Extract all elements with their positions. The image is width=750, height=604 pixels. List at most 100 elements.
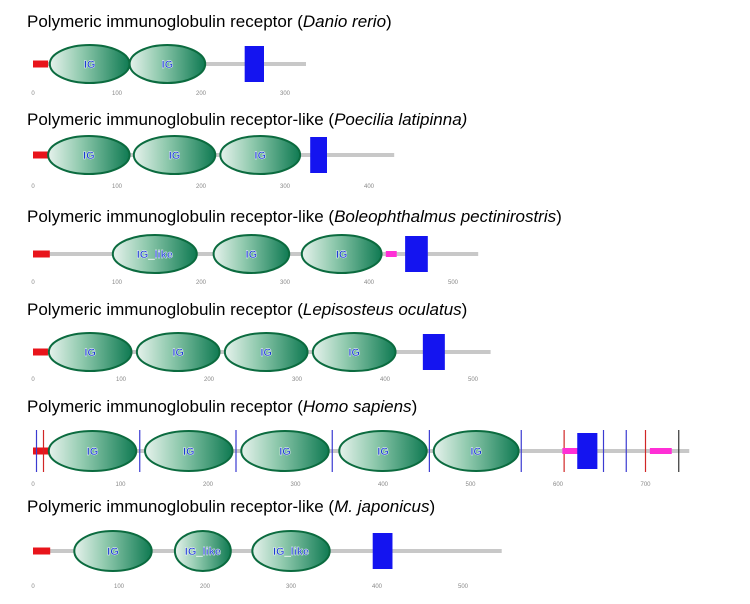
ig-domain (47, 430, 138, 472)
protein-title: Polymeric immunoglobulin receptor (Homo … (27, 397, 418, 416)
axis-tick-label: 100 (112, 184, 123, 190)
axis-tick-label: 400 (364, 184, 375, 190)
axis-tick-label: 300 (290, 482, 301, 488)
protein-title: Polymeric immunoglobulin receptor (Danio… (27, 12, 392, 31)
domain-label: IG (254, 150, 266, 162)
domain-label: IG_like (273, 546, 309, 558)
domain-label: IG (377, 446, 389, 458)
protein-title: Polymeric immunoglobulin receptor (Lepis… (27, 300, 468, 319)
transmembrane-region (310, 137, 327, 173)
domain-label: IG (83, 150, 95, 162)
axis-tick-label: 400 (378, 482, 389, 488)
transmembrane-region (372, 533, 393, 569)
axis-tick-label: 300 (280, 184, 291, 190)
low-complexity-region (385, 251, 397, 257)
protein-title: Polymeric immunoglobulin receptor-like (… (27, 497, 436, 516)
domain-label: IG (260, 347, 272, 359)
ig-domain (73, 530, 153, 572)
signal-peptide (33, 547, 51, 555)
axis-tick-label: 0 (31, 377, 35, 383)
ig-domain (128, 44, 207, 84)
axis-tick-label: 300 (286, 584, 297, 590)
protein-track-lepisosteus: IG IG IG IG 0 100 200 300 400 500 (31, 332, 491, 383)
domain-label: IG (336, 249, 348, 261)
ig-domain (432, 430, 520, 472)
axis-tick-label: 200 (203, 482, 214, 488)
axis-tick-label: 0 (31, 584, 35, 590)
domain-label: IG (84, 59, 96, 71)
axis-tick-label: 500 (458, 584, 469, 590)
axis-tick-label: 100 (112, 280, 123, 286)
domain-label: IG (87, 446, 99, 458)
axis-tick-label: 400 (364, 280, 375, 286)
axis-tick-label: 200 (196, 184, 207, 190)
domain-label: IG (279, 446, 291, 458)
protein-track-boleophthalmus: IG_like IG IG 0 100 200 300 400 500 (31, 234, 479, 286)
axis-tick-label: 400 (380, 377, 391, 383)
axis-tick-label: 500 (465, 482, 476, 488)
ig-domain (132, 135, 217, 175)
transmembrane-region (577, 433, 598, 469)
axis-tick-label: 0 (31, 91, 35, 97)
axis-tick-label: 200 (200, 584, 211, 590)
ig-domain (219, 135, 302, 175)
signal-peptide (33, 447, 49, 455)
protein-track-japonicus: IG IG_like IG_like 0 100 200 300 400 500 (31, 530, 502, 590)
protein-track-homo: IG IG IG IG IG 0 100 200 300 400 500 600 700 (31, 430, 690, 488)
signal-peptide (33, 250, 50, 258)
ig-domain (300, 234, 383, 274)
domain-label: IG (162, 59, 174, 71)
axis-tick-label: 0 (31, 280, 35, 286)
domain-label: IG_like (137, 249, 173, 261)
low-complexity-region (649, 448, 672, 454)
axis-tick-label: 100 (114, 584, 125, 590)
axis-tick-label: 200 (196, 280, 207, 286)
ig-domain (251, 530, 331, 572)
domain-label: IG (348, 347, 360, 359)
domain-label: IG (169, 150, 181, 162)
protein-track-poecilia: IG IG IG 0 100 200 300 400 (31, 135, 395, 190)
axis-tick-label: 100 (112, 91, 123, 97)
ig-domain (111, 234, 198, 274)
axis-tick-label: 0 (31, 184, 35, 190)
axis-tick-label: 0 (31, 482, 35, 488)
transmembrane-region (405, 236, 428, 272)
domain-label: IG (470, 446, 482, 458)
ig-domain (212, 234, 291, 274)
axis-tick-label: 500 (468, 377, 479, 383)
ig-domain (173, 530, 232, 572)
ig-domain (223, 332, 309, 372)
domain-label: IG_like (185, 546, 221, 558)
ig-domain (144, 430, 234, 472)
transmembrane-region (244, 46, 264, 82)
axis-tick-label: 700 (640, 482, 651, 488)
domain-label: IG (172, 347, 184, 359)
axis-tick-label: 500 (448, 280, 459, 286)
ig-domain (240, 430, 330, 472)
axis-tick-label: 300 (292, 377, 303, 383)
protein-title: Polymeric immunoglobulin receptor-like (… (27, 207, 562, 226)
axis-tick-label: 400 (372, 584, 383, 590)
axis-tick-label: 300 (280, 91, 291, 97)
ig-domain (47, 135, 131, 175)
ig-domain (311, 332, 397, 372)
axis-tick-label: 200 (196, 91, 207, 97)
axis-tick-label: 100 (115, 482, 126, 488)
signal-peptide (33, 348, 48, 356)
protein-track-danio: IG IG 0 100 200 300 (31, 44, 306, 97)
domain-label: IG (246, 249, 258, 261)
axis-tick-label: 200 (204, 377, 215, 383)
axis-tick-label: 600 (553, 482, 564, 488)
axis-tick-label: 100 (116, 377, 127, 383)
axis-tick-label: 300 (280, 280, 291, 286)
low-complexity-region (562, 448, 580, 454)
domain-label: IG (107, 546, 119, 558)
domain-label: IG (183, 446, 195, 458)
domain-label: IG (84, 347, 96, 359)
ig-domain (47, 332, 133, 372)
protein-title: Polymeric immunoglobulin receptor-like (… (27, 110, 468, 129)
signal-peptide (33, 151, 49, 159)
ig-domain (135, 332, 221, 372)
transmembrane-region (422, 334, 445, 370)
